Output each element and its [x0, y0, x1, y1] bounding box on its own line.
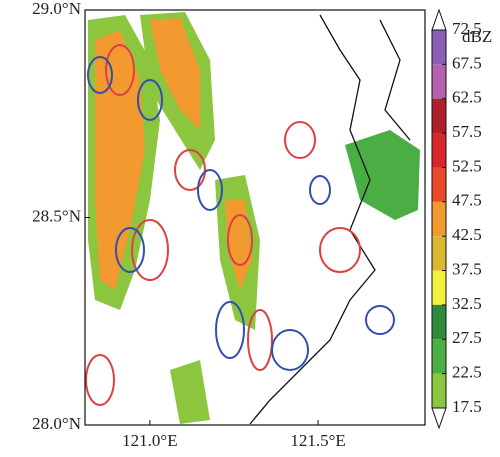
coastline: [249, 14, 376, 425]
colorbar-tick-label: 27.5: [452, 328, 482, 347]
colorbar-segment: [432, 236, 446, 271]
y-tick-label: 28.5°N: [32, 206, 81, 225]
colorbar-segment: [432, 133, 446, 168]
echo-region: [95, 30, 145, 290]
echo-region: [345, 130, 420, 220]
colorbar-segment: [432, 304, 446, 340]
x-tick-label: 121.5°E: [290, 431, 345, 450]
y-tick-label: 29.0°N: [32, 0, 81, 18]
colorbar-tick-label: 57.5: [452, 122, 482, 141]
colorbar-extend-top: [431, 8, 447, 31]
colorbar-tick-label: 17.5: [452, 397, 482, 416]
colorbar-tick-label: 22.5: [452, 363, 482, 382]
colorbar-segment: [432, 270, 446, 305]
colorbar-segment: [432, 64, 446, 99]
colorbar-segment: [432, 339, 446, 374]
colorbar-unit: dBZ: [462, 27, 492, 46]
colorbar-tick-label: 47.5: [452, 191, 482, 210]
contours-negative: [87, 56, 395, 371]
colorbar-tick-label: 67.5: [452, 53, 482, 72]
map-background: [84, 8, 447, 430]
colorbar-extend-bottom: [431, 407, 447, 430]
x-tick-label: 121.0°E: [122, 431, 177, 450]
colorbar-segment: [432, 373, 446, 408]
colorbar-segment: [432, 201, 446, 237]
colorbar-segment: [432, 167, 446, 202]
coastline: [379, 19, 411, 141]
colorbar-tick-label: 32.5: [452, 294, 482, 313]
colorbar-frame: [431, 29, 447, 409]
echo-region: [150, 18, 200, 130]
colorbar-tick-label: 42.5: [452, 225, 482, 244]
contours-positive: [85, 44, 361, 406]
colorbar-tick-label: 72.5: [452, 19, 482, 38]
colorbar-tick-label: 62.5: [452, 88, 482, 107]
colorbar-segment: [432, 98, 446, 134]
echo-region: [170, 360, 210, 424]
colorbar-tick-label: 37.5: [452, 259, 482, 278]
y-tick-label: 28.0°N: [32, 414, 81, 433]
colorbar-tick-label: 52.5: [452, 156, 482, 175]
colorbar-segment: [432, 30, 446, 65]
